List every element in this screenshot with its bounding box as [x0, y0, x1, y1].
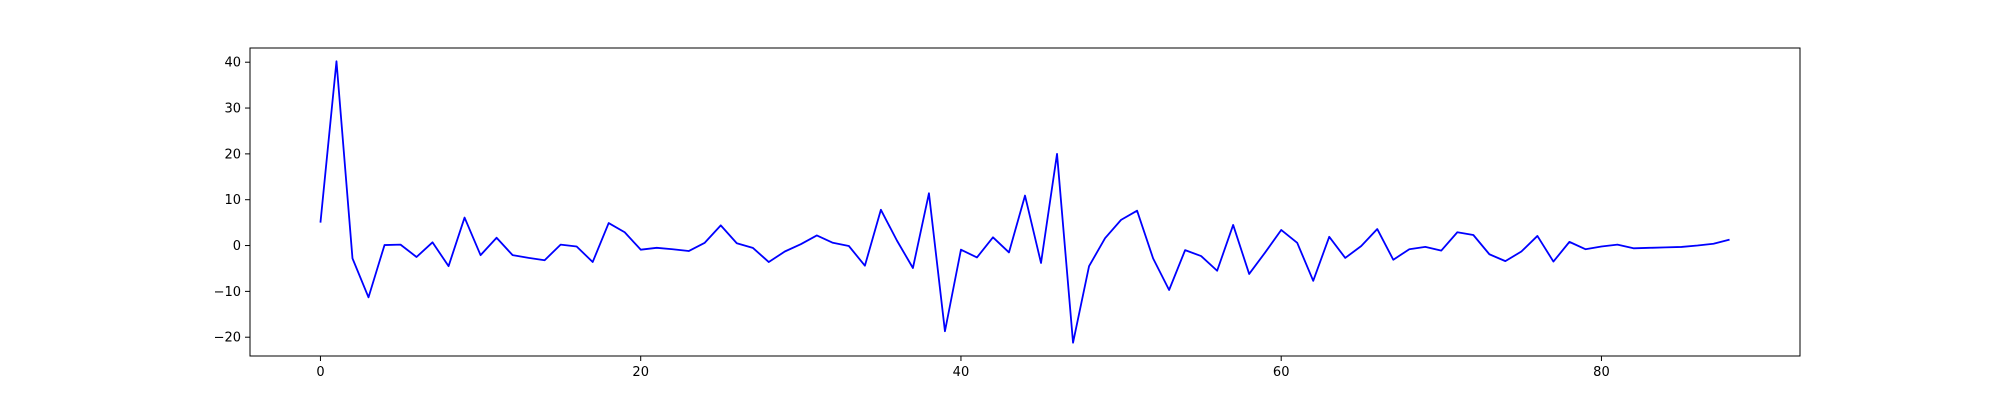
x-tick-label: 40: [953, 365, 970, 380]
y-tick-label: 30: [224, 102, 241, 117]
plot-background: [250, 48, 1800, 356]
x-axis-ticks: 0 20 40 60 80: [316, 356, 1610, 380]
y-tick-label: 40: [224, 56, 241, 71]
y-tick-label: 10: [224, 193, 241, 208]
y-axis-ticks: −20 −10 0 10 20 30 40: [214, 56, 250, 346]
x-tick-label: 0: [316, 365, 324, 380]
y-tick-label: 0: [233, 239, 241, 254]
x-tick-label: 60: [1273, 365, 1290, 380]
x-tick-label: 80: [1593, 365, 1610, 380]
plot-frame: [249, 47, 1801, 357]
y-tick-label: −20: [214, 331, 241, 346]
y-tick-label: 20: [224, 147, 241, 162]
series-line: [319, 60, 1730, 344]
series-layer: [319, 60, 1730, 344]
x-tick-label: 20: [632, 365, 649, 380]
y-tick-label: −10: [214, 285, 241, 300]
